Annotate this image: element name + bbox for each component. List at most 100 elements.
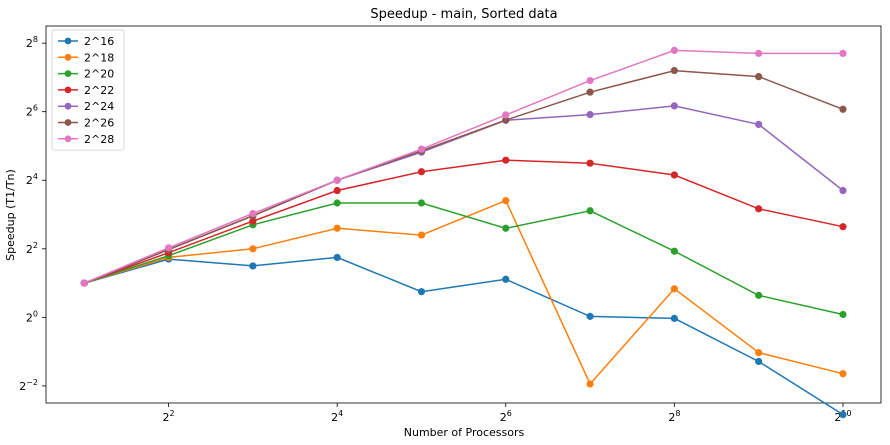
x-tick-label: 26 (500, 409, 512, 424)
legend-label: 2^16 (84, 35, 114, 48)
data-point (333, 186, 341, 195)
series-line (84, 69, 844, 284)
legend-item: 2^16 (58, 35, 114, 48)
legend-label: 2^20 (84, 68, 114, 81)
data-point (755, 120, 763, 128)
legend-label: 2^22 (84, 84, 114, 97)
series-line (84, 49, 843, 284)
data-point (502, 275, 510, 283)
data-point (586, 88, 594, 96)
data-point (586, 111, 594, 119)
data-point (333, 176, 341, 184)
legend-marker (64, 86, 72, 94)
legend-marker (64, 70, 72, 77)
data-point (417, 199, 426, 207)
data-point (164, 244, 173, 252)
data-point (502, 156, 510, 164)
legend-label: 2^28 (84, 133, 114, 146)
data-point (670, 314, 678, 322)
data-point (755, 73, 763, 81)
series-line (84, 202, 844, 316)
data-point (417, 145, 426, 153)
legend-marker (64, 102, 72, 110)
data-point (755, 357, 763, 366)
legend-label: 2^24 (84, 100, 114, 113)
axes: 22 24 26 28 210 2−2 20 22 24 26 28 (19, 25, 882, 424)
data-point (755, 49, 763, 58)
data-point (839, 105, 847, 113)
data-point (670, 102, 678, 110)
data-point (249, 245, 257, 253)
data-point (670, 247, 678, 255)
series-2-18 (80, 197, 847, 388)
data-point (670, 66, 678, 75)
series-2-24 (80, 102, 847, 287)
data-point (670, 171, 678, 179)
y-axis-label: Speedup (T1/Tn) (4, 169, 17, 261)
legend-marker (64, 53, 72, 61)
series-line (84, 199, 844, 386)
y-tick-label: 24 (26, 172, 38, 187)
series-line (84, 256, 844, 416)
data-point (249, 217, 257, 225)
series-layer (80, 46, 847, 419)
data-point (502, 111, 510, 119)
y-tick-label: 22 (26, 241, 38, 256)
legend-label: 2^18 (84, 51, 114, 64)
series-2-28 (80, 46, 847, 287)
data-point (755, 349, 763, 357)
y-tick-label: 28 (26, 35, 38, 50)
data-point (839, 186, 847, 195)
legend-item: 2^26 (58, 117, 114, 130)
data-point (249, 209, 257, 218)
data-point (839, 410, 847, 419)
legend: 2^16 2^18 2^20 2^22 2^24 2^26 2^28 (51, 29, 125, 151)
data-point (80, 279, 88, 287)
data-point (502, 116, 510, 124)
data-point (586, 159, 594, 167)
data-point (839, 49, 847, 58)
data-point (670, 46, 678, 55)
legend-item: 2^24 (58, 100, 114, 113)
series-2-22 (80, 156, 847, 287)
legend-item: 2^18 (58, 51, 114, 64)
data-point (586, 207, 594, 215)
x-tick-label: 22 (163, 409, 175, 424)
data-point (839, 370, 847, 378)
series-2-26 (80, 66, 847, 287)
y-tick-label: 2−2 (19, 378, 38, 393)
data-point (333, 253, 341, 262)
data-point (586, 77, 594, 85)
data-point (755, 205, 763, 213)
legend-label: 2^26 (84, 117, 114, 130)
data-point (586, 380, 594, 388)
data-point (586, 312, 594, 320)
data-point (839, 310, 847, 319)
data-point (333, 224, 341, 232)
data-point (417, 231, 426, 239)
x-tick-label: 210 (834, 409, 851, 424)
legend-marker (64, 135, 72, 143)
x-tick-label: 28 (668, 409, 680, 424)
y-tick-label: 20 (26, 309, 38, 324)
data-point (502, 224, 510, 232)
data-point (333, 199, 341, 207)
data-point (755, 291, 763, 299)
x-tick-label: 24 (331, 409, 343, 424)
data-point (417, 288, 426, 296)
series-line (84, 159, 844, 284)
legend-marker (64, 37, 72, 45)
data-point (249, 262, 257, 270)
chart-title: Speedup - main, Sorted data (370, 7, 557, 22)
legend-item: 2^20 (58, 68, 114, 81)
x-axis-label: Number of Processors (404, 426, 525, 439)
data-point (670, 285, 678, 293)
plot-frame (45, 25, 882, 404)
legend-marker (64, 119, 72, 126)
data-point (839, 223, 847, 231)
y-tick-label: 26 (26, 104, 38, 119)
legend-item: 2^22 (58, 84, 114, 97)
data-point (417, 168, 426, 176)
legend-item: 2^28 (58, 133, 114, 146)
